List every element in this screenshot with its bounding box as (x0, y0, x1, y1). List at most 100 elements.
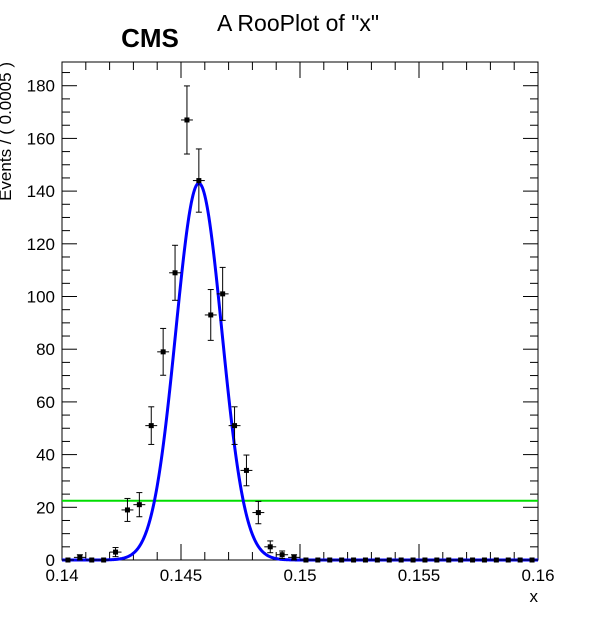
point-marker (65, 557, 71, 563)
data-point (181, 85, 193, 155)
data-point (169, 244, 181, 301)
x-axis-ticks (61, 62, 539, 560)
data-point (454, 557, 467, 563)
data-point (97, 557, 110, 563)
y-tick-label: 60 (36, 393, 55, 412)
data-point (192, 148, 205, 213)
data-point (466, 557, 479, 563)
point-marker (351, 557, 357, 563)
y-axis-label: Events / ( 0.0005 ) (0, 62, 15, 201)
point-marker (470, 557, 476, 563)
data-point (478, 557, 491, 563)
plot-frame (61, 61, 539, 561)
gaussian-fit-line (62, 181, 538, 562)
point-marker (458, 557, 464, 563)
y-tick-label: 0 (46, 551, 55, 570)
y-tick-label: 80 (36, 340, 55, 359)
x-tick-label: 0.145 (160, 566, 203, 585)
chart-title: A RooPlot of "x" (217, 10, 379, 36)
point-marker (267, 544, 273, 550)
point-marker (255, 510, 261, 516)
x-tick-label: 0.16 (521, 566, 554, 585)
point-marker (327, 557, 333, 563)
y-axis-ticks (62, 72, 538, 561)
point-marker (196, 178, 202, 184)
point-marker (339, 557, 345, 563)
data-point (276, 550, 289, 559)
point-marker (220, 291, 226, 297)
point-marker (446, 557, 452, 563)
y-tick-label: 100 (27, 288, 55, 307)
point-marker (493, 557, 499, 563)
point-marker (374, 557, 380, 563)
data-point (323, 557, 336, 563)
data-point (216, 266, 229, 321)
data-point (145, 406, 158, 445)
data-point (383, 557, 396, 563)
point-marker (89, 557, 95, 563)
point-marker (124, 507, 130, 513)
data-point (264, 540, 277, 554)
data-point (121, 497, 134, 522)
point-marker (77, 554, 83, 560)
y-tick-label: 120 (27, 235, 55, 254)
point-marker (362, 557, 368, 563)
point-marker (184, 117, 190, 123)
data-point (490, 557, 503, 563)
point-marker (291, 554, 297, 560)
point-marker (113, 549, 119, 555)
point-marker (208, 312, 214, 318)
data-point (311, 557, 324, 563)
data-point (85, 557, 98, 563)
data-point (300, 557, 312, 563)
point-marker (243, 467, 249, 473)
point-marker (136, 502, 142, 508)
data-point (502, 557, 515, 563)
y-tick-label: 160 (27, 129, 55, 148)
data-point (442, 557, 455, 563)
point-marker (434, 557, 440, 563)
point-marker (410, 557, 416, 563)
point-marker (398, 557, 404, 563)
data-point (371, 557, 384, 563)
y-tick-label: 40 (36, 446, 55, 465)
x-axis-tick-labels: 0.14 0.145 0.15 0.155 0.16 (45, 566, 554, 585)
fit-curve (62, 181, 538, 562)
point-marker (232, 423, 238, 429)
data-point (73, 554, 86, 561)
point-marker (172, 270, 178, 276)
data-point (395, 557, 408, 563)
point-marker (148, 423, 154, 429)
y-tick-label: 20 (36, 498, 55, 517)
point-marker (160, 349, 166, 355)
data-point (419, 557, 431, 563)
data-point (109, 547, 122, 558)
experiment-label: CMS (121, 23, 179, 53)
point-marker (303, 557, 309, 563)
y-tick-label: 180 (27, 77, 55, 96)
data-point (252, 500, 265, 525)
point-marker (279, 552, 285, 558)
x-tick-label: 0.15 (283, 566, 316, 585)
data-point (288, 554, 300, 561)
data-point (133, 492, 146, 518)
x-tick-label: 0.155 (398, 566, 441, 585)
data-point (335, 557, 348, 563)
data-point (347, 557, 360, 563)
data-point (228, 406, 241, 445)
point-marker (101, 557, 107, 563)
x-tick-label: 0.14 (45, 566, 78, 585)
data-point (526, 557, 538, 563)
data-points (62, 85, 538, 563)
point-marker (422, 557, 428, 563)
data-point (430, 557, 443, 563)
point-marker (505, 557, 511, 563)
data-point (204, 289, 217, 341)
data-point (62, 557, 74, 563)
point-marker (529, 557, 535, 563)
data-point (407, 557, 419, 563)
y-axis-tick-labels: 0 20 40 60 80 100 120 140 160 180 (27, 77, 55, 570)
data-point (240, 454, 253, 487)
